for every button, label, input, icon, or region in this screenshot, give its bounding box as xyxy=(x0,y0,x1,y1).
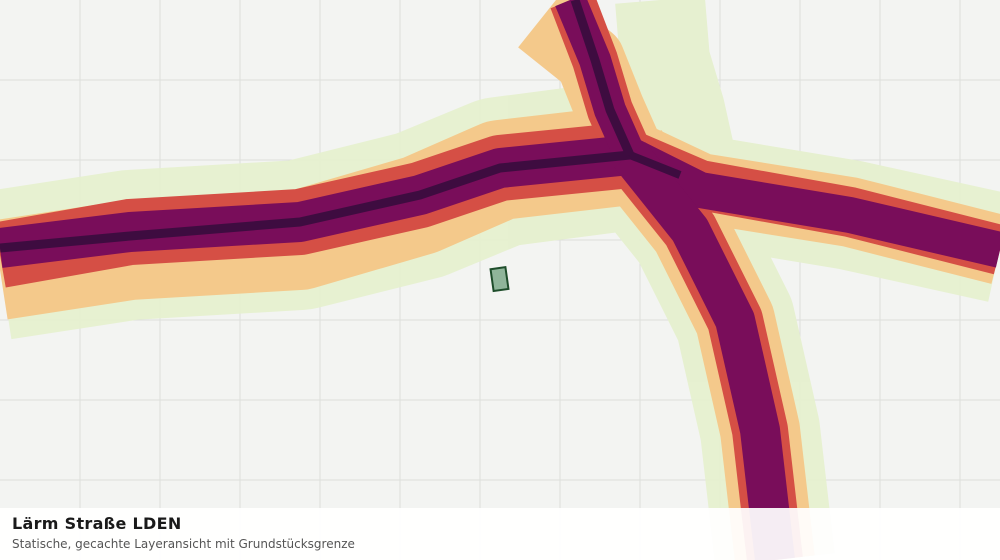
parcel xyxy=(489,266,510,293)
layer-subtitle: Statische, gecachte Layeransicht mit Gru… xyxy=(12,537,355,551)
band-max xyxy=(0,0,682,253)
info-panel: Lärm Straße LDEN Statische, gecachte Lay… xyxy=(0,508,1000,560)
layer-title: Lärm Straße LDEN xyxy=(12,514,182,533)
